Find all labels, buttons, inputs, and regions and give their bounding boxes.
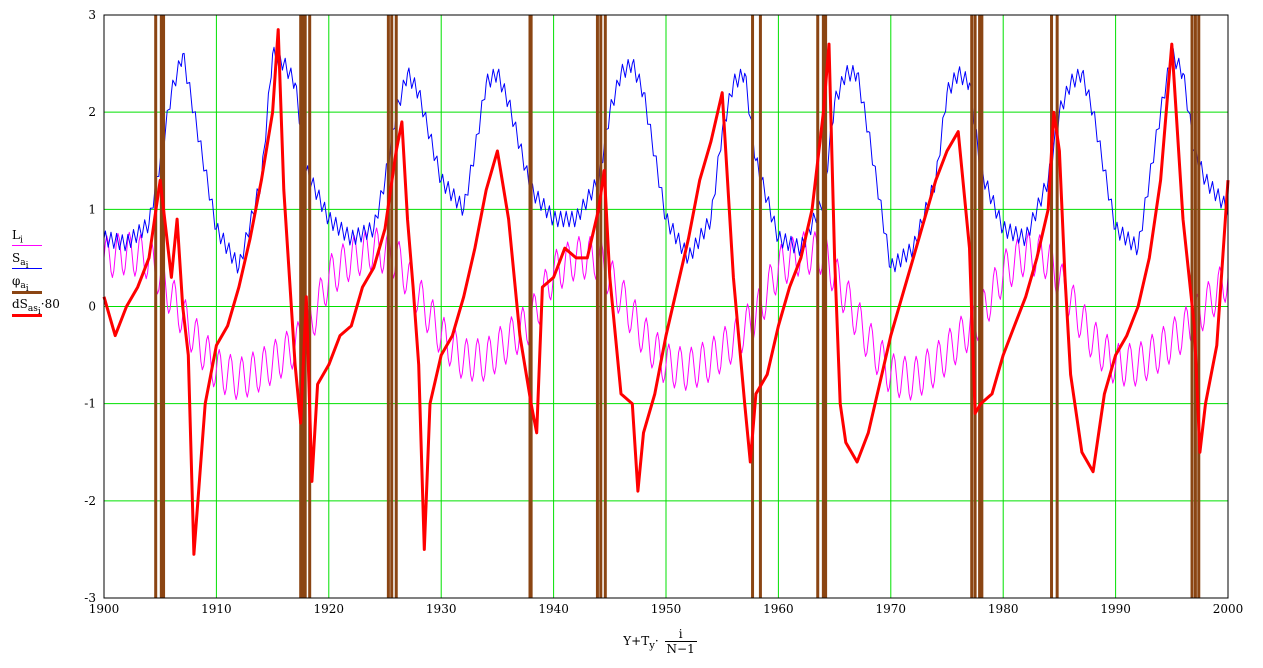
legend-label: Sai xyxy=(12,251,29,272)
x-tick-label: 1920 xyxy=(314,602,345,616)
x-tick-label: 1910 xyxy=(201,602,232,616)
legend-swatch xyxy=(12,291,42,294)
legend: Li Sai φai dSasi·80 xyxy=(4,228,74,320)
y-tick-label: -3 xyxy=(84,591,96,605)
y-tick-label: -2 xyxy=(84,494,96,508)
x-tick-labels: 1900 1910 1920 1930 1940 1950 1960 1970 1980 1990… xyxy=(89,602,1244,616)
legend-swatch xyxy=(12,245,42,246)
legend-item: Li xyxy=(4,228,74,251)
legend-item: Sai xyxy=(4,251,74,274)
x-axis-label-fraction: i N−1 xyxy=(664,627,697,656)
x-axis-label-denominator: N−1 xyxy=(666,642,695,656)
x-tick-label: 1970 xyxy=(876,602,907,616)
x-tick-label: 1960 xyxy=(763,602,794,616)
x-axis-label-dot: · xyxy=(654,634,659,648)
y-tick-label: 0 xyxy=(88,300,96,314)
y-tick-label: 2 xyxy=(88,105,96,119)
x-tick-label: 1980 xyxy=(988,602,1019,616)
legend-item: dSasi·80 xyxy=(4,297,74,320)
series-line-3 xyxy=(102,28,1230,556)
x-axis-label-sub: y xyxy=(649,640,655,652)
x-axis-label-numerator: i xyxy=(664,627,697,642)
x-tick-label: 1990 xyxy=(1100,602,1131,616)
x-axis-label-base: Y+T xyxy=(623,634,650,648)
legend-label: dSasi·80 xyxy=(12,297,60,318)
x-tick-label: 1930 xyxy=(426,602,457,616)
x-tick-label: 1940 xyxy=(538,602,569,616)
series-layer xyxy=(102,15,1230,598)
series-line-1 xyxy=(103,46,1229,274)
legend-label: Li xyxy=(12,228,23,246)
legend-swatch xyxy=(12,314,42,317)
legend-swatch xyxy=(12,268,42,269)
legend-label: φai xyxy=(12,274,29,295)
y-tick-label: -1 xyxy=(84,397,96,411)
y-tick-label: 3 xyxy=(88,8,96,22)
plot-frame xyxy=(103,14,1229,599)
x-axis-label: Y+Ty· i N−1 xyxy=(600,627,720,656)
y-tick-labels: -3 -2 -1 0 1 2 3 xyxy=(84,8,96,605)
x-tick-label: 1950 xyxy=(651,602,682,616)
x-tick-label: 2000 xyxy=(1213,602,1244,616)
x-tick-label: 1900 xyxy=(89,602,120,616)
y-tick-label: 1 xyxy=(88,202,96,216)
legend-item: φai xyxy=(4,274,74,297)
